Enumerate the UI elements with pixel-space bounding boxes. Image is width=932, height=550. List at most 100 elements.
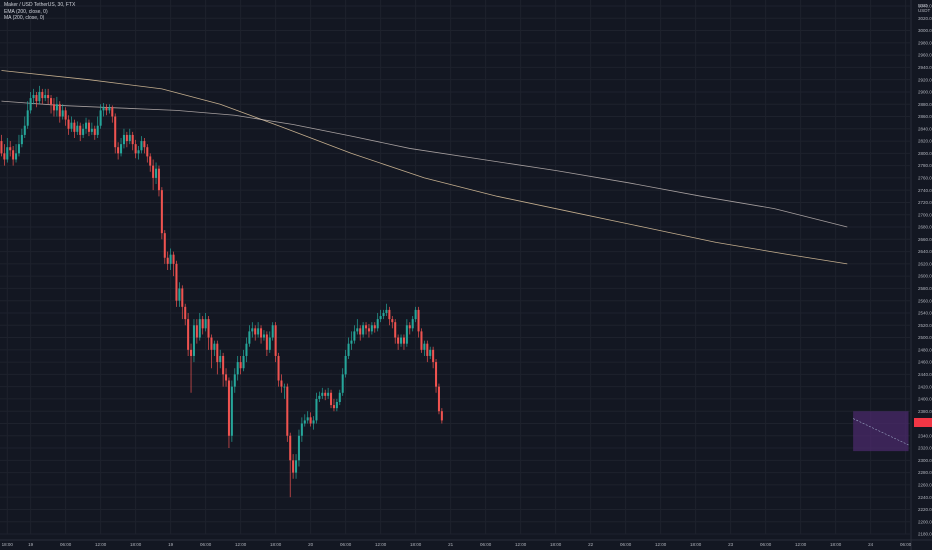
- candle-body[interactable]: [55, 104, 58, 111]
- candle-body[interactable]: [440, 411, 443, 421]
- candle-body[interactable]: [300, 423, 303, 436]
- candle-body[interactable]: [233, 374, 236, 387]
- candle-body[interactable]: [175, 263, 178, 301]
- candle-body[interactable]: [137, 150, 140, 154]
- candle-body[interactable]: [15, 153, 18, 160]
- candle-body[interactable]: [435, 362, 438, 387]
- candle-body[interactable]: [64, 110, 67, 120]
- candle-body[interactable]: [327, 392, 330, 396]
- candle-body[interactable]: [277, 355, 280, 381]
- candle-body[interactable]: [29, 98, 32, 111]
- candle-body[interactable]: [265, 334, 268, 350]
- candle-body[interactable]: [216, 343, 219, 363]
- candle-body[interactable]: [0, 141, 3, 154]
- candle-body[interactable]: [332, 405, 335, 409]
- candle-body[interactable]: [347, 343, 350, 356]
- candle-body[interactable]: [166, 257, 169, 264]
- candle-body[interactable]: [76, 125, 79, 132]
- candle-body[interactable]: [38, 91, 41, 102]
- candle-body[interactable]: [385, 309, 388, 313]
- candle-body[interactable]: [309, 417, 312, 424]
- candle-body[interactable]: [359, 328, 362, 335]
- candle-body[interactable]: [41, 91, 44, 99]
- candle-body[interactable]: [184, 306, 187, 320]
- candle-body[interactable]: [225, 374, 228, 381]
- candle-body[interactable]: [108, 107, 111, 111]
- candle-body[interactable]: [242, 355, 245, 369]
- price-unit-label[interactable]: USD USDT: [918, 3, 930, 13]
- candle-body[interactable]: [382, 312, 385, 317]
- candle-body[interactable]: [17, 144, 20, 154]
- candle-body[interactable]: [172, 254, 175, 264]
- candle-body[interactable]: [411, 319, 414, 329]
- candle-body[interactable]: [73, 122, 76, 132]
- candle-body[interactable]: [318, 395, 321, 399]
- projection-box[interactable]: [853, 411, 909, 452]
- candle-body[interactable]: [61, 110, 64, 117]
- candle-body[interactable]: [111, 107, 114, 117]
- candle-body[interactable]: [207, 319, 210, 338]
- candle-body[interactable]: [260, 328, 263, 338]
- candle-body[interactable]: [96, 125, 99, 135]
- candle-body[interactable]: [187, 319, 190, 350]
- candle-body[interactable]: [365, 325, 368, 329]
- candle-body[interactable]: [122, 134, 125, 145]
- candle-body[interactable]: [219, 355, 222, 363]
- candle-body[interactable]: [178, 288, 181, 301]
- candle-body[interactable]: [3, 153, 6, 160]
- candle-body[interactable]: [394, 322, 397, 338]
- candle-body[interactable]: [227, 380, 230, 436]
- candle-body[interactable]: [190, 349, 193, 356]
- candle-body[interactable]: [20, 134, 23, 145]
- candle-body[interactable]: [335, 402, 338, 409]
- candle-body[interactable]: [44, 95, 47, 99]
- candle-body[interactable]: [356, 328, 359, 332]
- candle-body[interactable]: [426, 343, 429, 356]
- candle-body[interactable]: [155, 168, 158, 178]
- candle-body[interactable]: [12, 150, 15, 160]
- candle-body[interactable]: [134, 144, 137, 154]
- candle-body[interactable]: [204, 319, 207, 329]
- candle-body[interactable]: [26, 110, 29, 126]
- candle-body[interactable]: [420, 331, 423, 350]
- candle-body[interactable]: [376, 319, 379, 329]
- candle-body[interactable]: [321, 392, 324, 396]
- candle-body[interactable]: [268, 337, 271, 350]
- candle-body[interactable]: [79, 125, 82, 135]
- candle-body[interactable]: [169, 254, 172, 264]
- candle-body[interactable]: [149, 156, 152, 166]
- candle-body[interactable]: [280, 380, 283, 387]
- candle-body[interactable]: [289, 435, 292, 461]
- candle-body[interactable]: [312, 420, 315, 424]
- candle-body[interactable]: [23, 125, 26, 135]
- candle-body[interactable]: [32, 95, 35, 99]
- candle-body[interactable]: [120, 144, 123, 154]
- ma-indicator-label[interactable]: MA (200, close, 0): [4, 15, 45, 21]
- candle-body[interactable]: [397, 337, 400, 344]
- candle-body[interactable]: [152, 165, 155, 178]
- candle-body[interactable]: [330, 392, 333, 406]
- candle-body[interactable]: [408, 325, 411, 329]
- candle-body[interactable]: [274, 325, 277, 356]
- candle-body[interactable]: [367, 328, 370, 332]
- candle-body[interactable]: [286, 386, 289, 436]
- candle-body[interactable]: [417, 309, 420, 332]
- candle-body[interactable]: [198, 319, 201, 338]
- candle-body[interactable]: [350, 340, 353, 344]
- candle-body[interactable]: [324, 392, 327, 396]
- candle-body[interactable]: [283, 386, 286, 388]
- candle-body[interactable]: [58, 104, 61, 117]
- candle-body[interactable]: [400, 337, 403, 344]
- candle-body[interactable]: [432, 349, 435, 363]
- candle-body[interactable]: [315, 398, 318, 421]
- ema-indicator-label[interactable]: EMA (200, close, 0): [4, 8, 48, 15]
- candle-body[interactable]: [140, 141, 143, 151]
- candle-body[interactable]: [306, 417, 309, 421]
- candle-body[interactable]: [6, 147, 9, 160]
- candle-body[interactable]: [222, 355, 225, 375]
- candle-body[interactable]: [303, 420, 306, 424]
- candle-body[interactable]: [52, 104, 55, 111]
- candle-body[interactable]: [128, 134, 131, 142]
- candle-body[interactable]: [373, 325, 376, 329]
